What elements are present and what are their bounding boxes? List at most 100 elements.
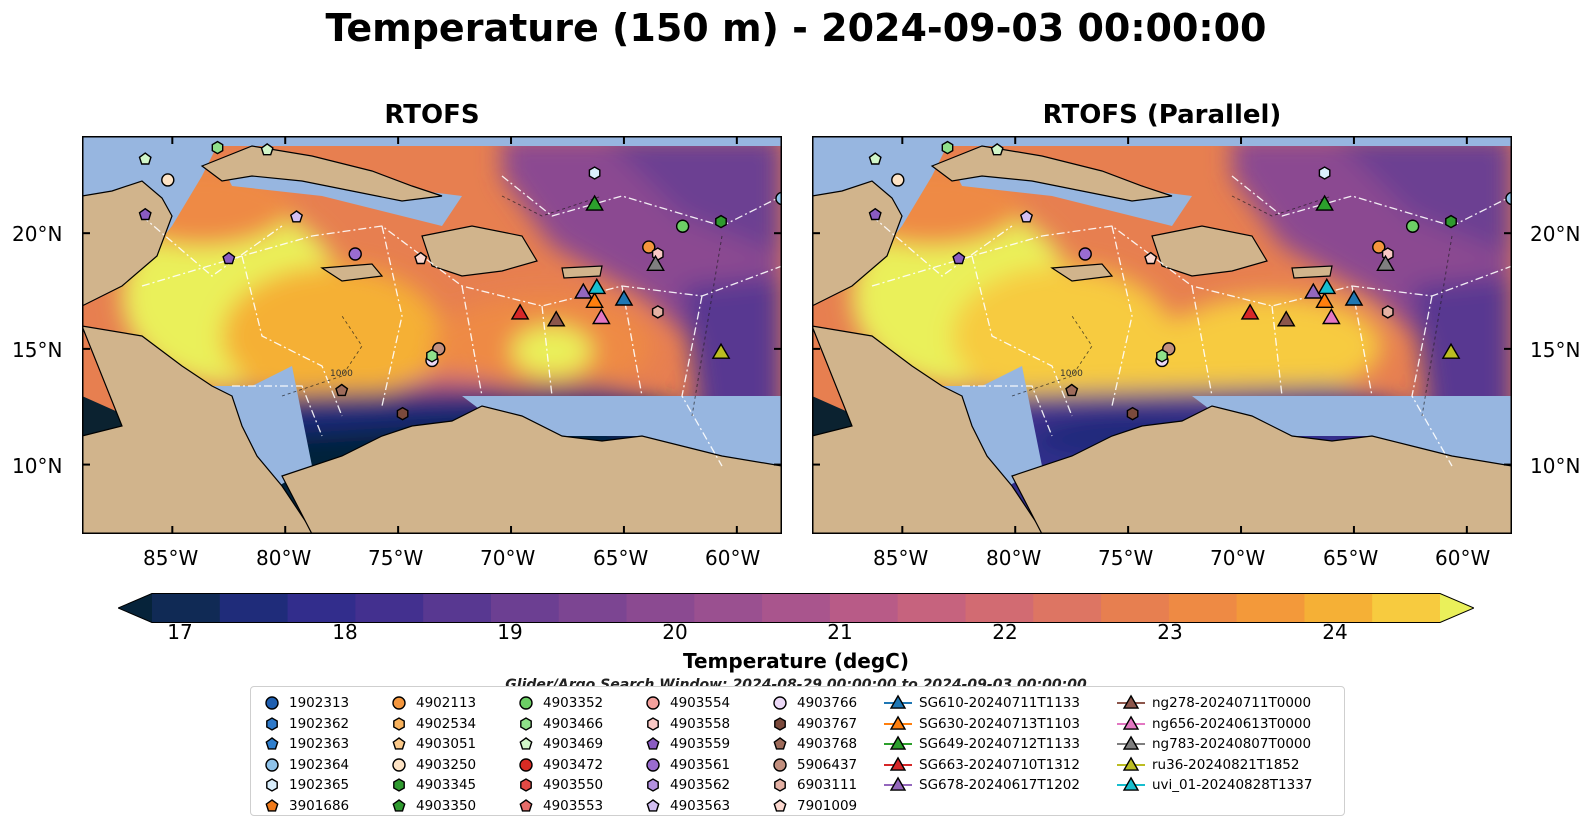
argo-float-marker [1019,210,1034,223]
legend: 1902313 1902362 1902363 1902364 1902365 39016… [250,686,1345,816]
legend-label: 4902113 [416,695,477,711]
figure-title: Temperature (150 m) - 2024-09-03 00:00:0… [325,6,1267,50]
legend-label: 4903469 [543,736,604,752]
argo-float-marker [715,214,727,229]
argo-float-marker [414,251,428,265]
colorbar-segment [762,593,831,623]
legend-marker-icon [520,716,532,731]
colorbar-segment [1304,593,1373,623]
argo-float-marker [396,406,409,421]
legend-marker [392,757,406,772]
lon-label-80w: 80°W [256,546,312,570]
depth-contour-label: 1000 [330,369,353,379]
colorbar-tick-17: 17 [167,620,193,644]
colorbar-segment [1372,593,1441,623]
legend-marker-icon [393,778,405,792]
legend-marker-icon [647,716,659,731]
legend-marker [393,778,405,792]
legend-marker-icon [647,778,659,792]
legend-marker-icon [519,696,533,710]
legend-item: 4903250 [388,755,476,775]
legend-label: 4903051 [416,736,477,752]
argo-float-marker [138,152,152,165]
lon-label-65w: 65°W [593,546,649,570]
argo-float-marker [289,210,304,223]
legend-marker [393,716,405,731]
colorbar-segment [1033,593,1102,623]
legend-item: 6903111 [769,775,857,795]
legend-marker-icon [884,694,912,709]
lon-label-85w: 85°W [143,546,199,570]
landmass [812,145,1512,534]
south-america [281,405,782,534]
legend-item: 4903472 [515,755,603,775]
legend-label: 4903553 [543,797,604,814]
legend-marker [520,716,532,731]
legend-label: 4903352 [543,695,604,711]
legend-item: 4903550 [515,775,603,795]
legend-marker [266,778,278,792]
colorbar-tick-20: 20 [662,620,688,644]
central-america [812,325,1073,534]
legend-item: ng656-20240613T0000 [1116,714,1311,734]
legend-label: ru36-20240821T1852 [1152,756,1300,773]
legend-marker [519,696,533,710]
legend-item: SG678-20240617T1202 [883,775,1080,795]
legend-item: 4903561 [642,755,730,775]
colorbar-tick-18: 18 [332,620,358,644]
legend-label: SG610-20240711T1133 [919,695,1080,711]
legend-marker-icon [393,716,405,731]
legend-marker [266,716,278,731]
legend-label: 4903561 [670,756,731,773]
legend-marker [1122,694,1140,709]
colorbar-segment [558,593,628,623]
glider-marker [585,291,604,309]
argo-float-marker [868,152,882,165]
lat-label-15n-right: 15°N [1530,338,1581,362]
cuba [930,145,1173,202]
legend-label: 1902365 [289,777,350,793]
legend-marker-icon [773,696,787,710]
lon-label-60w: 60°W [705,546,761,570]
legend-marker-icon [265,696,279,710]
legend-marker [889,755,907,771]
legend-label: 6903111 [797,777,858,793]
legend-item: ru36-20240821T1852 [1116,755,1299,775]
colorbar-segment [1236,593,1305,623]
lon-label-80w-right: 80°W [986,546,1042,570]
legend-marker-icon [265,757,279,772]
legend-label: SG630-20240713T1103 [919,715,1080,732]
puerto-rico [561,265,603,279]
legend-label: ng783-20240807T0000 [1152,736,1312,752]
glider-marker [1303,282,1323,299]
argo-float-marker [1156,348,1168,363]
legend-label: 4903350 [416,797,477,814]
legend-marker [774,778,786,792]
argo-float-marker [161,173,175,187]
legend-label: 4903767 [797,715,858,732]
argo-float-marker [675,219,690,233]
legend-label: 4903345 [416,777,477,793]
lon-label-75w: 75°W [368,546,424,570]
argo-float-marker [868,207,882,221]
argo-float-marker [260,143,274,156]
colorbar-segment [287,593,356,623]
legend-label: 4903766 [797,695,858,711]
legend-marker [519,757,533,772]
legend-item: 4903562 [642,775,730,795]
legend-marker [773,737,787,750]
legend-marker-icon [1117,694,1145,709]
legend-label: 1902364 [289,756,350,773]
jamaica [320,263,384,282]
colorbar-tick-21: 21 [827,620,853,644]
legend-marker [392,737,406,750]
argo-float-marker [1078,247,1092,261]
colorbar-tick-23: 23 [1157,620,1183,644]
cuba [200,145,443,202]
colorbar-segment [1101,593,1170,623]
legend-marker-icon [392,696,406,710]
colorbar-segment [1168,593,1238,623]
glider-marker [1240,303,1260,320]
argo-float-marker [891,173,905,187]
legend-label: 7901009 [797,797,858,814]
